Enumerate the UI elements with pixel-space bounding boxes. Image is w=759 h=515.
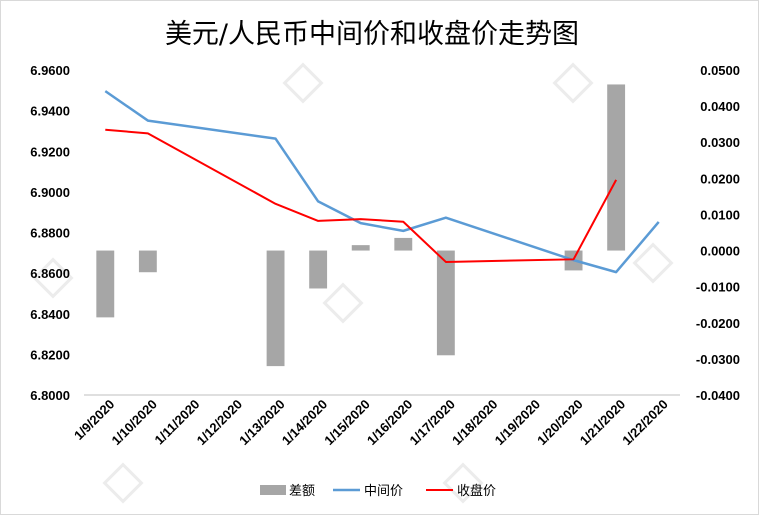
- legend-label-diff: 差额: [289, 484, 315, 499]
- watermark-logo: [322, 282, 364, 324]
- watermark-logo: [32, 257, 74, 299]
- line-mid-price: [104, 90, 660, 274]
- left-tick-label: 6.8000: [30, 388, 70, 403]
- line-series: [104, 90, 660, 274]
- chart-title: 美元/人民币中间价和收盘价走势图: [165, 19, 579, 50]
- legend-label-close: 收盘价: [457, 483, 496, 499]
- bar-diff: [96, 250, 115, 318]
- bar-diff: [607, 84, 626, 251]
- right-tick-label: 0.0000: [700, 244, 740, 259]
- right-tick-label: -0.0100: [696, 280, 740, 295]
- legend-label-mid: 中间价: [364, 484, 403, 499]
- bar-diff: [138, 250, 157, 273]
- bar-series: [96, 84, 626, 367]
- bar-diff: [309, 250, 328, 289]
- right-tick-label: -0.0300: [696, 352, 740, 367]
- left-tick-label: 6.9200: [30, 144, 70, 159]
- line-close-price: [105, 128, 618, 263]
- left-tick-label: 6.8800: [30, 226, 70, 241]
- left-tick-label: 6.9000: [30, 185, 70, 200]
- watermark-logo: [102, 462, 144, 504]
- legend: 差额 中间价 收盘价: [260, 483, 496, 499]
- left-tick-label: 6.8200: [30, 347, 70, 362]
- bar-diff: [351, 245, 370, 251]
- watermark-logo: [552, 62, 594, 104]
- right-axis-ticks: 0.0500 0.0400 0.0300 0.0200 0.0100 0.0000 -0.0…: [696, 63, 740, 403]
- right-tick-label: 0.0500: [700, 63, 740, 78]
- watermark-logo: [632, 242, 674, 284]
- right-tick-label: 0.0100: [700, 207, 740, 222]
- left-tick-label: 6.9400: [30, 104, 70, 119]
- left-axis-ticks: 6.9600 6.9400 6.9200 6.9000 6.8800 6.8600 6.84…: [30, 63, 70, 403]
- right-tick-label: -0.0200: [696, 316, 740, 331]
- right-tick-label: -0.0400: [696, 388, 740, 403]
- left-tick-label: 6.9600: [30, 63, 70, 78]
- legend-swatch-bar: [260, 485, 286, 495]
- bar-diff: [436, 250, 455, 356]
- right-tick-label: 0.0200: [700, 171, 740, 186]
- left-tick-label: 6.8600: [30, 266, 70, 281]
- right-tick-label: 0.0400: [700, 99, 740, 114]
- watermark-layer: [32, 62, 674, 504]
- watermark-logo: [282, 62, 324, 104]
- bar-diff: [394, 237, 413, 251]
- watermark-logo: [442, 462, 484, 504]
- right-tick-label: 0.0300: [700, 135, 740, 150]
- bar-diff: [266, 250, 285, 367]
- left-tick-label: 6.8400: [30, 307, 70, 322]
